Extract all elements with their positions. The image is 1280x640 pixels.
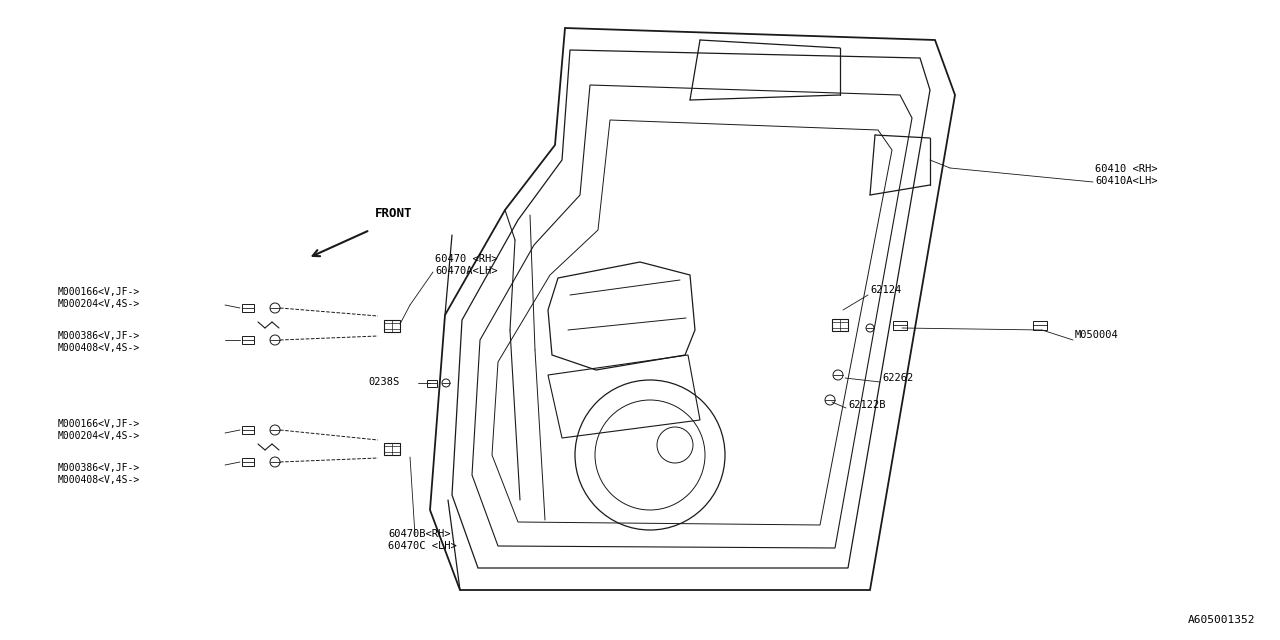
Text: 0238S: 0238S <box>369 377 399 387</box>
Text: 62124: 62124 <box>870 285 901 295</box>
Text: M000166<V,JF->
M000204<V,4S->: M000166<V,JF-> M000204<V,4S-> <box>58 287 141 309</box>
Bar <box>1033 321 1047 330</box>
Text: A605001352: A605001352 <box>1188 615 1254 625</box>
Bar <box>384 443 399 455</box>
Bar <box>384 320 399 332</box>
Text: 62122B: 62122B <box>849 400 886 410</box>
Text: M000166<V,JF->
M000204<V,4S->: M000166<V,JF-> M000204<V,4S-> <box>58 419 141 441</box>
Bar <box>893 321 908 330</box>
Text: M050004: M050004 <box>1075 330 1119 340</box>
Bar <box>242 336 253 344</box>
Text: M000386<V,JF->
M000408<V,4S->: M000386<V,JF-> M000408<V,4S-> <box>58 332 141 353</box>
Bar <box>428 380 436 387</box>
Bar <box>242 304 253 312</box>
Text: M000386<V,JF->
M000408<V,4S->: M000386<V,JF-> M000408<V,4S-> <box>58 463 141 485</box>
Bar <box>832 319 849 331</box>
Text: FRONT: FRONT <box>375 207 412 220</box>
Text: 60410 <RH>
60410A<LH>: 60410 <RH> 60410A<LH> <box>1094 164 1157 186</box>
Text: 60470 <RH>
60470A<LH>: 60470 <RH> 60470A<LH> <box>435 254 498 276</box>
Text: 62262: 62262 <box>882 373 913 383</box>
Bar <box>242 458 253 466</box>
Text: 60470B<RH>
60470C <LH>: 60470B<RH> 60470C <LH> <box>388 529 457 551</box>
Bar <box>242 426 253 434</box>
